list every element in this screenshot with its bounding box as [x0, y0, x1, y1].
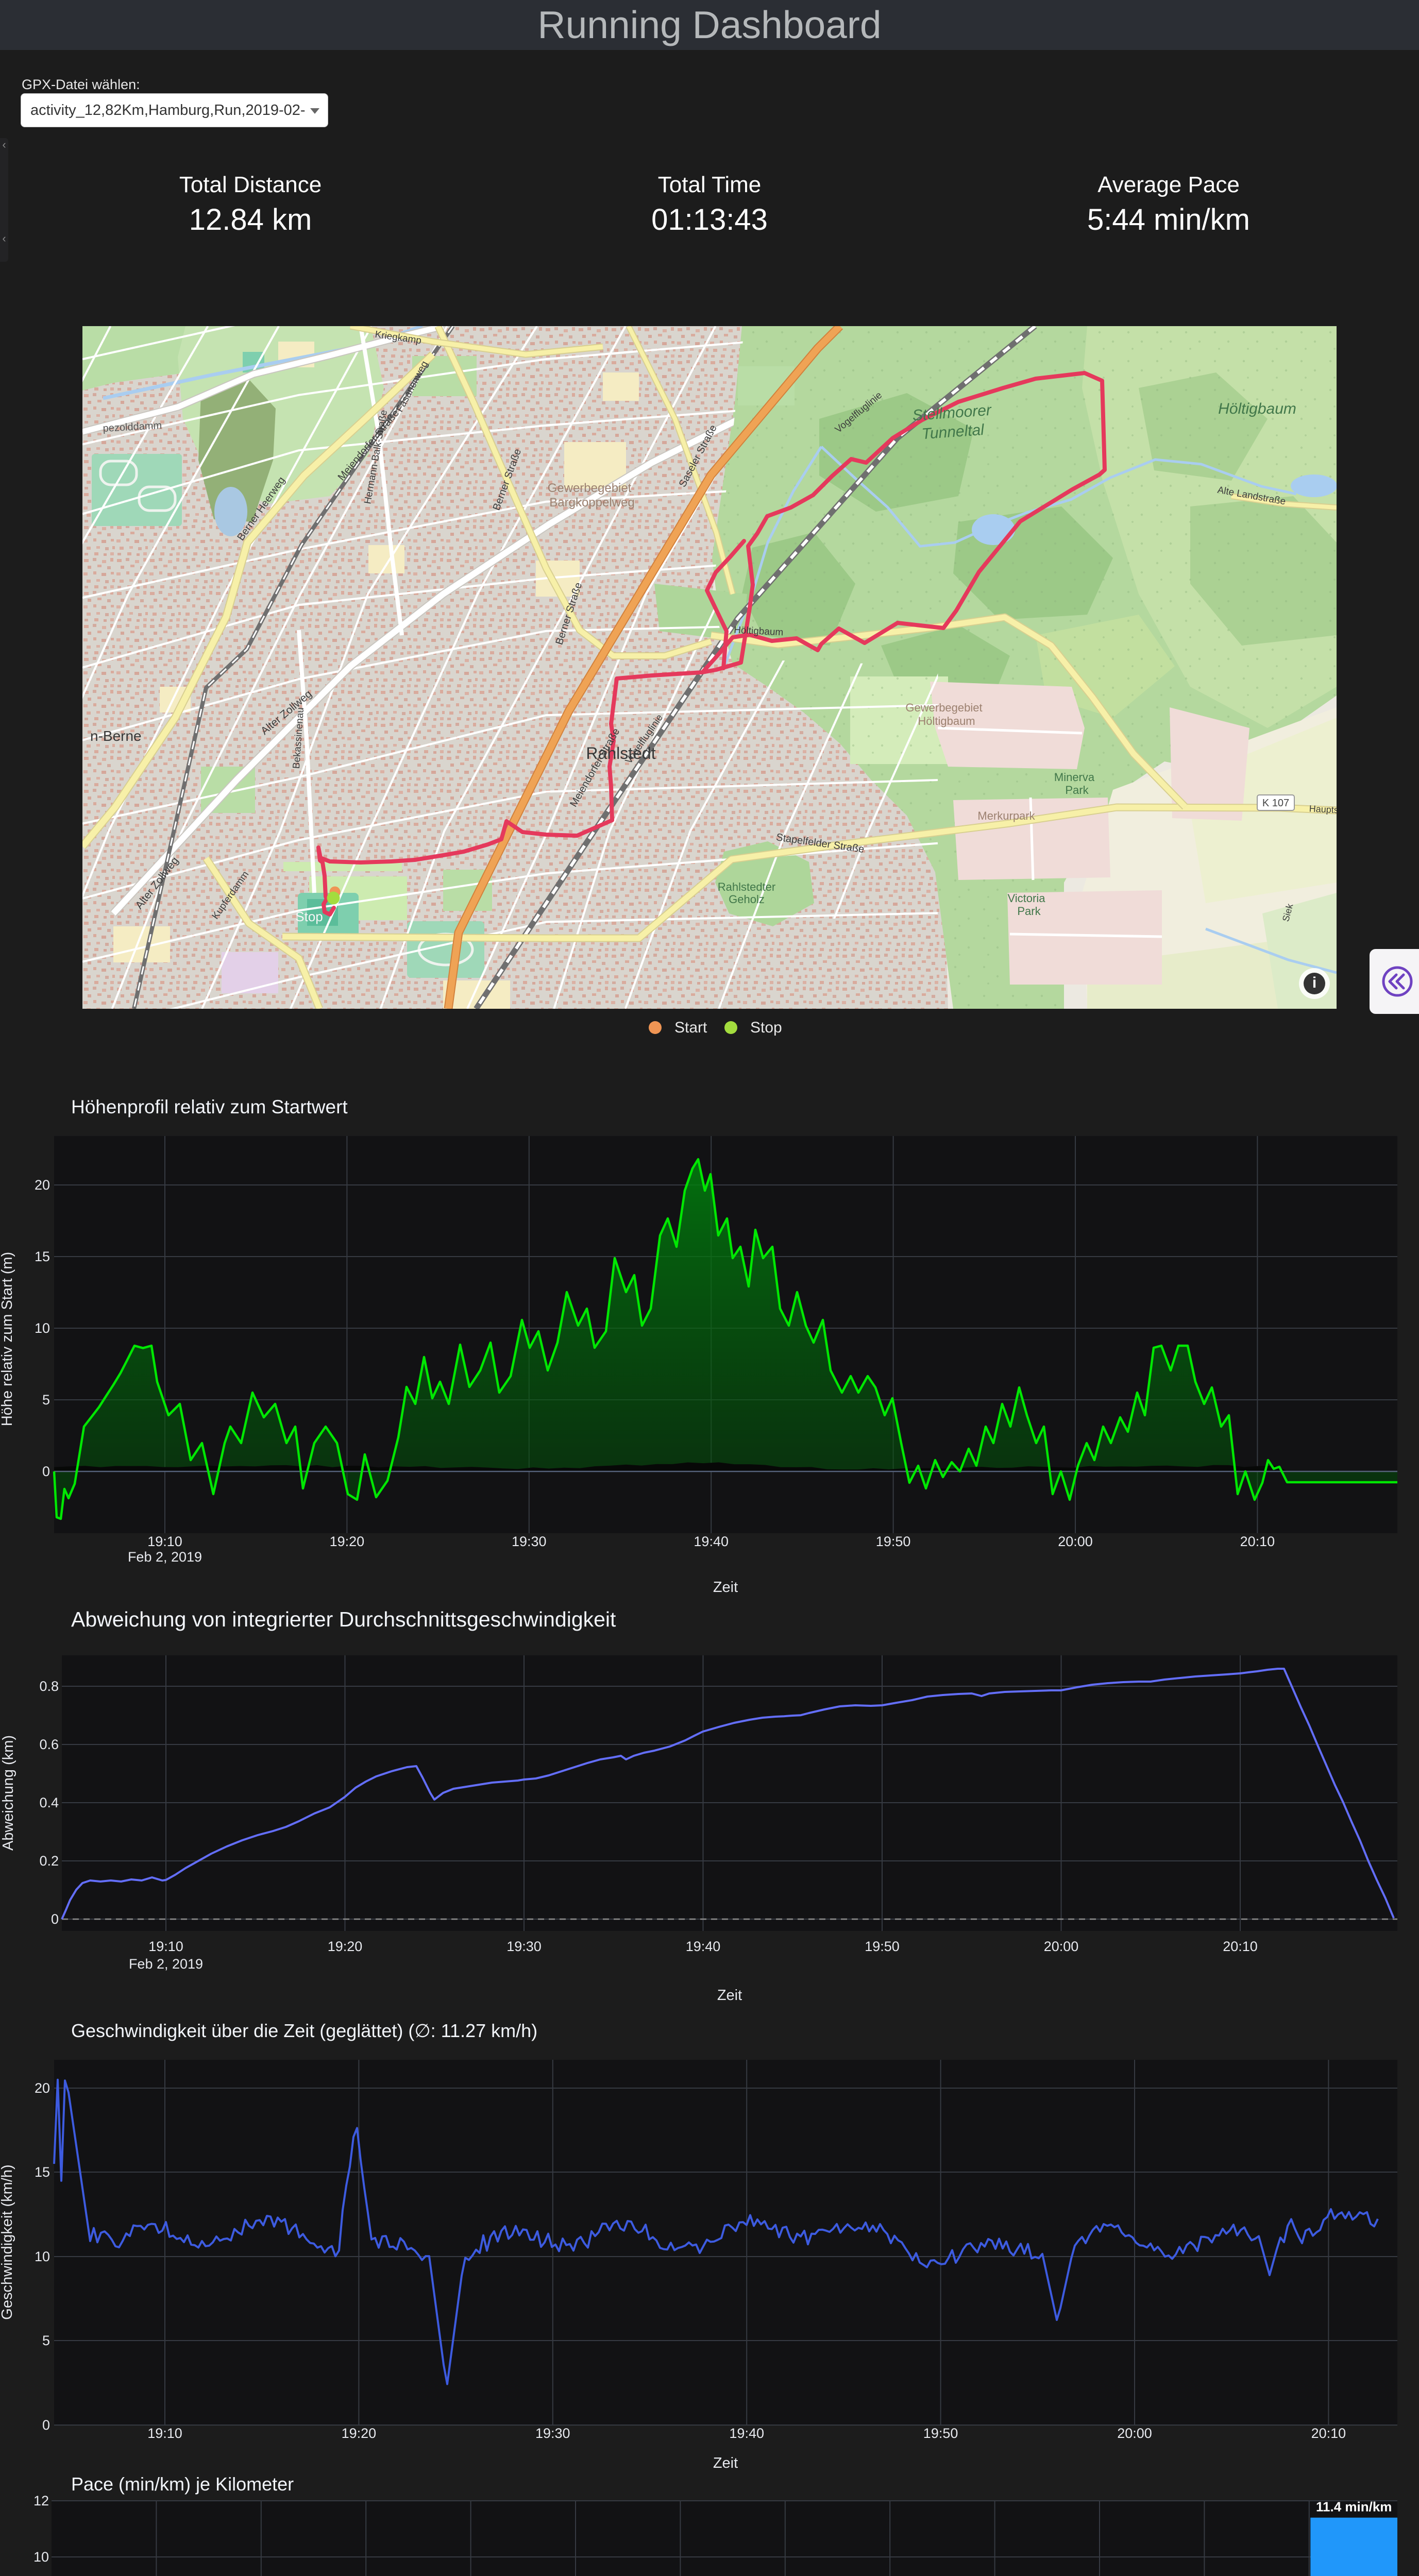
svg-text:Höhenprofil relativ zum Startw: Höhenprofil relativ zum Startwert — [71, 1096, 348, 1117]
svg-text:Stop: Stop — [295, 909, 323, 924]
svg-text:Höltigbaum: Höltigbaum — [1218, 400, 1296, 417]
svg-text:20: 20 — [35, 1177, 50, 1193]
svg-text:0: 0 — [42, 1464, 50, 1479]
svg-text:Park: Park — [1065, 784, 1089, 796]
svg-text:Minerva: Minerva — [1054, 771, 1095, 784]
svg-text:19:40: 19:40 — [729, 2426, 764, 2441]
svg-text:Park: Park — [1017, 905, 1041, 918]
svg-text:19:40: 19:40 — [694, 1534, 729, 1549]
svg-text:20:00: 20:00 — [1044, 1939, 1079, 1954]
svg-text:20:00: 20:00 — [1117, 2426, 1152, 2441]
svg-text:19:20: 19:20 — [342, 2426, 377, 2441]
svg-text:15: 15 — [35, 1249, 50, 1264]
svg-text:Zeit: Zeit — [717, 1987, 742, 2004]
svg-text:19:30: 19:30 — [512, 1534, 547, 1549]
svg-text:Höhe relativ zum Start (m): Höhe relativ zum Start (m) — [0, 1252, 15, 1426]
svg-text:20: 20 — [35, 2080, 50, 2096]
svg-text:Rahlstedter: Rahlstedter — [718, 880, 776, 893]
svg-text:Abweichung von integrierter Du: Abweichung von integrierter Durchschnitt… — [71, 1607, 616, 1631]
svg-text:Geholz: Geholz — [729, 893, 765, 906]
svg-text:Gewerbegebiet: Gewerbegebiet — [905, 701, 982, 714]
svg-text:19:20: 19:20 — [330, 1534, 365, 1549]
svg-text:10: 10 — [35, 2249, 50, 2264]
svg-text:19:40: 19:40 — [686, 1939, 721, 1954]
svg-text:Merkurpark: Merkurpark — [977, 809, 1035, 822]
svg-text:0.8: 0.8 — [39, 1679, 59, 1694]
svg-text:Geschwindigkeit (km/h): Geschwindigkeit (km/h) — [0, 2164, 15, 2319]
svg-text:n-Berne: n-Berne — [90, 728, 142, 744]
svg-text:19:10: 19:10 — [148, 1939, 183, 1954]
svg-text:11.4 min/km: 11.4 min/km — [1316, 2499, 1392, 2515]
svg-text:20:00: 20:00 — [1058, 1534, 1093, 1549]
svg-text:19:30: 19:30 — [506, 1939, 542, 1954]
svg-text:Rahlstedt: Rahlstedt — [586, 744, 655, 762]
svg-text:Abweichung (km): Abweichung (km) — [0, 1735, 16, 1851]
svg-text:0: 0 — [42, 2417, 50, 2433]
svg-text:Höltigbaum: Höltigbaum — [918, 715, 975, 727]
svg-text:Pace (min/km) je Kilometer: Pace (min/km) je Kilometer — [71, 2473, 294, 2495]
svg-text:0: 0 — [51, 1911, 59, 1927]
svg-text:Victoria: Victoria — [1008, 892, 1046, 905]
svg-text:i: i — [1312, 974, 1316, 991]
svg-text:19:30: 19:30 — [535, 2426, 570, 2441]
svg-text:19:50: 19:50 — [865, 1939, 900, 1954]
svg-text:Geschwindigkeit über die Zeit: Geschwindigkeit über die Zeit (geglättet… — [71, 2020, 537, 2041]
svg-text:0.6: 0.6 — [39, 1737, 59, 1752]
svg-text:15: 15 — [35, 2164, 50, 2180]
svg-text:0.4: 0.4 — [39, 1795, 59, 1810]
svg-text:20:10: 20:10 — [1240, 1534, 1275, 1549]
svg-text:19:50: 19:50 — [876, 1534, 911, 1549]
svg-text:Höltigbaum: Höltigbaum — [734, 625, 784, 638]
svg-text:19:10: 19:10 — [147, 2426, 182, 2441]
svg-text:Feb 2, 2019: Feb 2, 2019 — [128, 1549, 202, 1565]
svg-text:Zeit: Zeit — [713, 1579, 738, 1596]
svg-text:5: 5 — [42, 1392, 50, 1408]
svg-text:19:50: 19:50 — [923, 2426, 958, 2441]
svg-text:Feb 2, 2019: Feb 2, 2019 — [129, 1956, 203, 1972]
svg-text:20:10: 20:10 — [1223, 1939, 1258, 1954]
svg-text:12: 12 — [33, 2493, 49, 2509]
svg-text:19:10: 19:10 — [147, 1534, 182, 1549]
svg-text:Zeit: Zeit — [713, 2455, 738, 2470]
svg-text:K 107: K 107 — [1262, 798, 1289, 809]
svg-text:0.2: 0.2 — [39, 1853, 59, 1869]
svg-text:10: 10 — [35, 1320, 50, 1336]
svg-text:20:10: 20:10 — [1311, 2426, 1346, 2441]
svg-text:Gewerbegebiet: Gewerbegebiet — [548, 481, 632, 495]
svg-text:Bargkoppelweg: Bargkoppelweg — [549, 496, 634, 510]
svg-text:10: 10 — [33, 2549, 49, 2565]
svg-text:5: 5 — [42, 2333, 50, 2348]
svg-text:19:20: 19:20 — [328, 1939, 363, 1954]
